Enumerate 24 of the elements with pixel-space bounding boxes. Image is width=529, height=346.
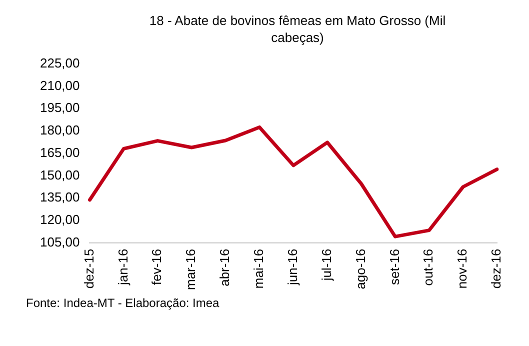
y-tick-label: 210,00 (40, 78, 80, 93)
x-tick-label: mai-16 (251, 248, 266, 289)
chart-title: 18 - Abate de bovinos fêmeas em Mato Grosso (Mil cabeças) (148, 12, 447, 46)
x-tick-label: jan-16 (115, 248, 130, 286)
y-tick-label: 105,00 (40, 234, 80, 250)
x-tick-label: ago-16 (352, 248, 368, 290)
y-tick-label: 225,00 (40, 55, 80, 70)
x-tick-label: set-16 (386, 248, 402, 285)
y-tick-label: 165,00 (40, 144, 80, 160)
x-tick-label: dez-15 (81, 248, 96, 289)
x-tick-label: abr-16 (217, 248, 232, 286)
y-tick-label: 150,00 (40, 167, 80, 182)
x-tick-label: mar-16 (183, 248, 198, 290)
x-tick-label: jul-16 (318, 248, 334, 282)
y-tick-label: 195,00 (40, 100, 80, 116)
x-tick-label: out-16 (420, 248, 436, 286)
y-tick-label: 180,00 (40, 122, 80, 138)
x-tick-label: fev-16 (149, 248, 164, 285)
x-tick-label: nov-16 (454, 248, 470, 289)
y-tick-label: 135,00 (40, 190, 80, 205)
y-tick-label: 120,00 (40, 212, 80, 228)
x-tick-label: jun-16 (284, 248, 300, 286)
source-note: Fonte: Indea-MT - Elaboração: Imea (26, 296, 220, 310)
x-tick-label: dez-16 (488, 248, 504, 289)
